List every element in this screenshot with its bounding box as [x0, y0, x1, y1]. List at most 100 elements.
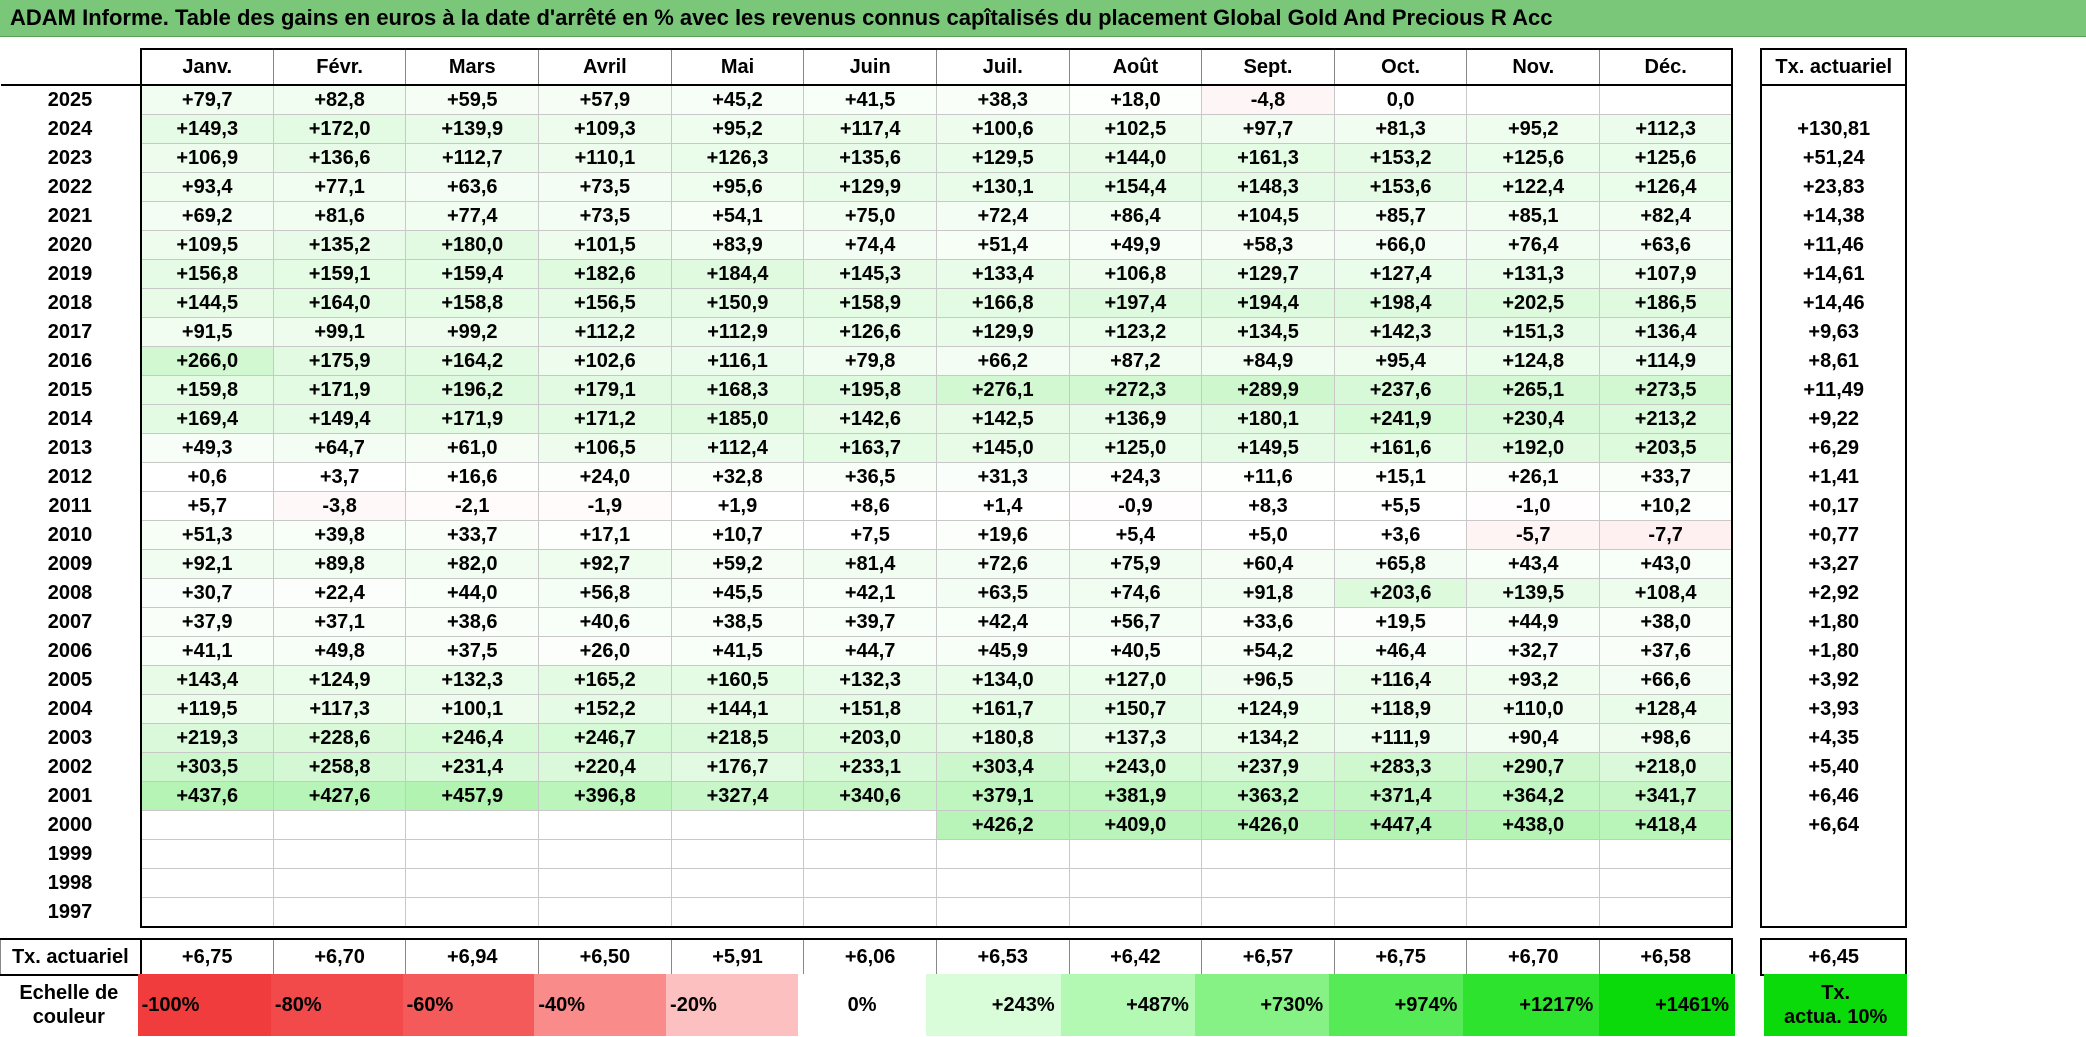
month-header: Juil. — [935, 48, 1070, 86]
gain-cell: +192,0 — [1466, 433, 1601, 463]
gain-cell: +122,4 — [1466, 172, 1601, 202]
gain-cell: +153,2 — [1333, 143, 1468, 173]
gain-cell: +32,8 — [670, 462, 805, 492]
gain-cell: +135,6 — [803, 143, 937, 173]
gain-cell: +289,9 — [1201, 375, 1335, 405]
rate-cell: +51,24 — [1760, 143, 1907, 173]
gain-cell: +136,4 — [1599, 317, 1734, 347]
gain-cell: -0,9 — [1068, 491, 1203, 521]
gain-cell: +136,9 — [1068, 404, 1203, 434]
gain-cell: +116,4 — [1333, 665, 1468, 695]
gain-cell — [1599, 868, 1734, 898]
gain-cell: +106,8 — [1068, 259, 1203, 289]
gain-cell: 0,0 — [1333, 84, 1468, 115]
gain-cell: +1,9 — [670, 491, 805, 521]
gain-cell: +51,3 — [140, 520, 274, 550]
column-gap — [1732, 839, 1762, 869]
gain-cell — [405, 897, 540, 928]
gain-cell: +38,6 — [405, 607, 540, 637]
footer-rate-cell: +6,06 — [803, 938, 937, 976]
gain-cell: +129,9 — [935, 317, 1070, 347]
rate-cell: +6,29 — [1760, 433, 1907, 463]
month-header: Oct. — [1333, 48, 1468, 86]
gain-cell: +0,6 — [140, 462, 274, 492]
gain-cell: +179,1 — [538, 375, 672, 405]
scale-swatch: +1217% — [1463, 974, 1600, 1036]
gain-cell: -3,8 — [272, 491, 407, 521]
rate-cell: +1,80 — [1760, 636, 1907, 666]
rate-cell: +14,61 — [1760, 259, 1907, 289]
gain-cell — [1201, 839, 1335, 869]
table-row: 2024 +149,3 +172,0 +139,9 +109,3 +95,2 +117,4 +… — [0, 114, 1907, 144]
rate-cell — [1760, 868, 1907, 898]
gain-cell — [1333, 868, 1468, 898]
gain-cell: +218,5 — [670, 723, 805, 753]
table-row: 2004 +119,5 +117,3 +100,1 +152,2 +144,1 +151,8… — [0, 694, 1907, 724]
footer-spacer — [1, 927, 1907, 939]
gain-cell: +153,6 — [1333, 172, 1468, 202]
gain-cell: +104,5 — [1201, 201, 1335, 231]
gain-cell: +45,5 — [670, 578, 805, 608]
year-cell: 2013 — [0, 433, 142, 463]
gain-cell: +142,3 — [1333, 317, 1468, 347]
gain-cell: +91,5 — [140, 317, 274, 347]
column-gap — [1732, 49, 1762, 85]
year-cell: 1997 — [0, 897, 142, 927]
gain-cell: +33,6 — [1201, 607, 1335, 637]
gain-cell: +106,9 — [140, 143, 274, 173]
gain-cell: +228,6 — [272, 723, 407, 753]
gain-cell: +87,2 — [1068, 346, 1203, 376]
column-gap — [1732, 85, 1762, 115]
footer-rate-cell: +6,53 — [935, 938, 1070, 976]
gain-cell: +218,0 — [1599, 752, 1734, 782]
gain-cell — [803, 868, 937, 898]
gain-cell: +163,7 — [803, 433, 937, 463]
gain-cell: +51,4 — [935, 230, 1070, 260]
gain-cell: +57,9 — [538, 84, 672, 115]
gain-cell: +8,3 — [1201, 491, 1335, 521]
corner-cell — [0, 49, 141, 86]
gain-cell: +276,1 — [935, 375, 1070, 405]
gain-cell: +171,9 — [405, 404, 540, 434]
gain-cell: +19,5 — [1333, 607, 1468, 637]
table-row: 2002 +303,5 +258,8 +231,4 +220,4 +176,7 +233,1… — [0, 752, 1907, 782]
gain-cell: +124,9 — [272, 665, 407, 695]
gain-cell: +44,9 — [1466, 607, 1601, 637]
gain-cell: +125,6 — [1466, 143, 1601, 173]
gain-cell: +73,5 — [538, 201, 672, 231]
gain-cell: +19,6 — [935, 520, 1070, 550]
year-cell: 2007 — [0, 607, 142, 637]
rate-cell: +9,63 — [1760, 317, 1907, 347]
gain-cell: +32,7 — [1466, 636, 1601, 666]
gain-cell: +65,8 — [1333, 549, 1468, 579]
year-cell: 2021 — [0, 201, 142, 231]
gain-cell: -4,8 — [1201, 84, 1335, 115]
gain-cell: +46,4 — [1333, 636, 1468, 666]
gain-cell: +159,1 — [272, 259, 407, 289]
gain-cell: +151,8 — [803, 694, 937, 724]
gain-cell: +156,5 — [538, 288, 672, 318]
gain-cell — [140, 810, 274, 840]
gain-cell: +112,7 — [405, 143, 540, 173]
gain-cell: +75,9 — [1068, 549, 1203, 579]
table-row: 2006 +41,1 +49,8 +37,5 +26,0 +41,5 +44,7 +45,9 +… — [0, 636, 1907, 666]
column-gap — [1732, 607, 1762, 637]
gain-cell: +59,2 — [670, 549, 805, 579]
rate-cell: +1,41 — [1760, 462, 1907, 492]
gain-cell — [272, 897, 407, 928]
gain-cell: +379,1 — [935, 781, 1070, 811]
gain-cell: +203,5 — [1599, 433, 1734, 463]
gain-cell — [538, 839, 672, 869]
column-gap — [1732, 462, 1762, 492]
rate-cell: +6,46 — [1760, 781, 1907, 811]
year-cell: 2004 — [0, 694, 142, 724]
column-gap — [1732, 636, 1762, 666]
gain-cell: +438,0 — [1466, 810, 1601, 840]
gain-cell: +119,5 — [140, 694, 274, 724]
gain-cell: +127,4 — [1333, 259, 1468, 289]
gain-cell: +24,3 — [1068, 462, 1203, 492]
year-cell: 2010 — [0, 520, 142, 550]
gain-cell: +38,0 — [1599, 607, 1734, 637]
table-row: 2003 +219,3 +228,6 +246,4 +246,7 +218,5 +203,0… — [0, 723, 1907, 753]
month-header: Mars — [405, 48, 540, 86]
